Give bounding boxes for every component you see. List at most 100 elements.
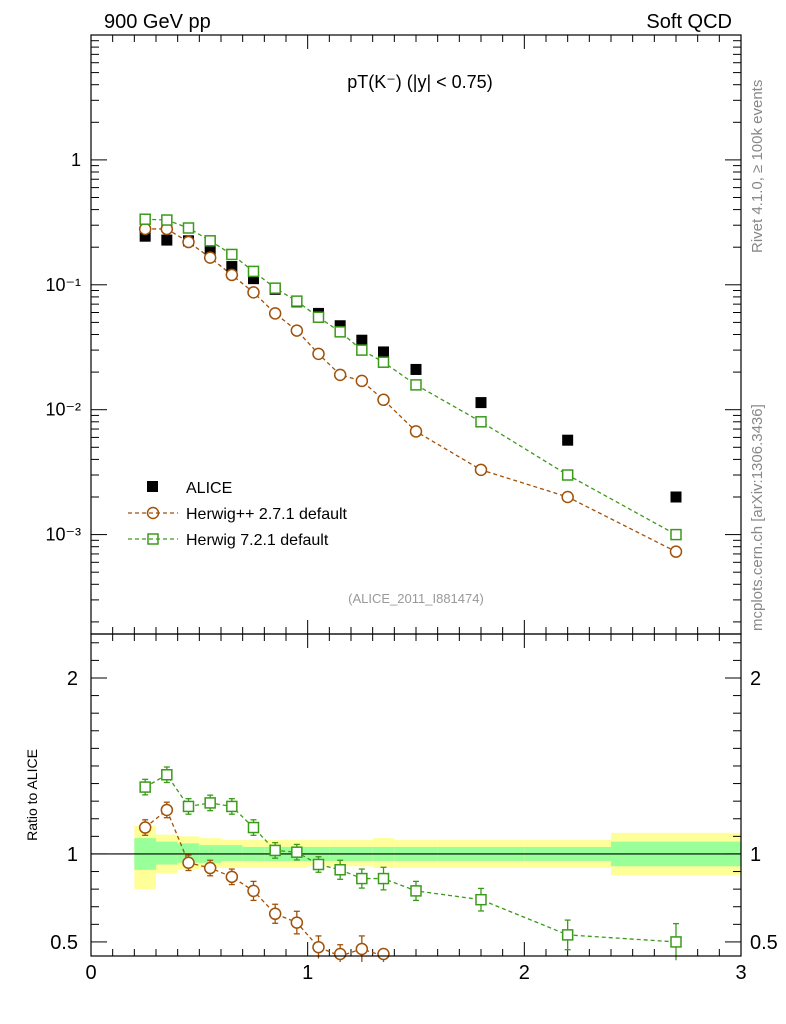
herwigpp-ratio-point <box>182 856 195 869</box>
ratio-axis-ticks: 0.5 0.5 1 1 2 2 0 1 2 3 <box>50 634 778 984</box>
ratio-ylabel: Ratio to ALICE <box>24 749 40 841</box>
band-inner-1 <box>156 841 178 865</box>
xtick-label: 0 <box>85 962 96 984</box>
herwig7-ratio-point <box>410 885 422 897</box>
herwig7-ratio-point <box>139 781 151 793</box>
ratio-series-lines <box>144 773 677 957</box>
herwigpp-ratio-point <box>333 947 347 961</box>
header-left: 900 GeV pp <box>104 11 211 33</box>
header-right: Soft QCD <box>646 11 732 33</box>
herwigpp-ratio-point <box>377 947 390 961</box>
herwigpp-ratio-point <box>290 916 304 929</box>
main-ytick-label: 10⁻² <box>45 400 81 420</box>
alice-point <box>378 346 389 358</box>
ratio-ytick-label-right: 1 <box>750 844 761 866</box>
band-inner-2 <box>177 843 200 863</box>
alice-point <box>356 334 368 346</box>
alice-point <box>475 397 487 409</box>
alice-point <box>670 491 682 503</box>
herwig7-point <box>475 416 487 428</box>
herwig7-point <box>561 469 574 481</box>
herwigpp-ratio-point <box>355 942 369 956</box>
herwig7-ratio-point <box>247 821 260 834</box>
ratio-ytick-label-left: 1 <box>67 844 78 866</box>
xtick-label: 2 <box>519 962 530 984</box>
herwigpp-ratio-point <box>160 803 174 817</box>
herwig7-ratio-point <box>356 872 368 885</box>
herwigpp-point <box>409 425 423 438</box>
alice-point <box>334 320 346 332</box>
main-axis-ticks: 10⁻³ 10⁻² 10⁻¹ 1 <box>45 35 742 634</box>
legend-herwigpp-label: Herwig++ 2.7.1 default <box>186 506 348 523</box>
herwigpp-point <box>333 368 347 382</box>
alice-point <box>139 230 151 242</box>
herwig7-point <box>226 248 238 261</box>
herwig7-point <box>139 213 151 225</box>
alice-point <box>161 234 173 246</box>
legend: ALICE Herwig++ 2.7.1 default Herwig 7.2.… <box>128 480 348 549</box>
herwig7-ratio-point <box>377 872 390 885</box>
herwig7-ratio-point <box>561 929 574 941</box>
xtick-label: 3 <box>735 962 746 984</box>
herwigpp-point <box>377 393 390 407</box>
herwigpp-ratio-point <box>247 884 260 898</box>
main-series-markers <box>138 213 683 558</box>
ratio-ytick-label-left: 0.5 <box>50 932 78 954</box>
herwig7-point <box>161 214 173 226</box>
alice-point <box>562 434 574 446</box>
watermark: (ALICE_2011_I881474) <box>348 591 484 606</box>
herwig7-point <box>291 295 303 307</box>
herwig7-point <box>269 282 281 294</box>
herwigpp-ratio-point <box>312 940 325 954</box>
herwig7-point <box>182 222 195 234</box>
herwig7-point <box>247 265 260 278</box>
herwig7-ratio-point <box>182 800 195 813</box>
ratio-line-series-1 <box>144 808 384 957</box>
herwigpp-point <box>203 251 217 264</box>
herwigpp-ratio-point <box>268 907 282 921</box>
herwigpp-ratio-point <box>225 870 239 884</box>
herwig7-ratio-point <box>269 844 281 857</box>
herwigpp-point <box>312 347 325 361</box>
legend-alice-marker <box>147 481 158 492</box>
herwigpp-point <box>355 374 369 388</box>
herwig7-point <box>377 356 390 368</box>
main-series-lines <box>145 218 677 553</box>
legend-herwigpp-marker <box>146 506 160 520</box>
herwig7-point <box>204 235 216 247</box>
ratio-ytick-label-right: 2 <box>750 668 761 690</box>
herwigpp-point <box>669 545 683 558</box>
herwigpp-point <box>225 268 239 282</box>
herwig7-point <box>312 311 325 323</box>
herwigpp-point <box>138 222 152 236</box>
herwig7-ratio-point <box>475 893 487 906</box>
herwig7-ratio-point <box>334 864 346 876</box>
main-ytick-label: 10⁻³ <box>45 525 81 545</box>
herwigpp-point <box>290 324 304 337</box>
mcplots-label: mcplots.cern.ch [arXiv:1306.3436] <box>749 404 766 631</box>
herwigpp-ratio-point <box>138 821 152 834</box>
ratio-ytick-label-left: 2 <box>67 668 78 690</box>
herwigpp-point <box>561 490 574 504</box>
herwigpp-point <box>182 235 195 249</box>
herwig7-ratio-point <box>204 797 216 809</box>
herwigpp-point <box>247 286 260 299</box>
alice-point <box>410 363 422 375</box>
ratio-line-series-2 <box>144 773 677 943</box>
legend-herwig7-marker <box>147 533 159 545</box>
ratio-frame <box>90 633 742 957</box>
ratio-uncertainty-bands <box>134 825 741 890</box>
alice-point <box>248 273 259 285</box>
ratio-ytick-label-right: 0.5 <box>750 932 778 954</box>
herwigpp-point <box>474 463 488 477</box>
chart-title: pT(K⁻) (|y| < 0.75) <box>347 72 492 92</box>
ratio-series-markers <box>138 766 682 962</box>
alice-point <box>226 261 238 273</box>
main-ytick-label: 10⁻¹ <box>45 275 81 295</box>
herwigpp-point <box>268 307 282 320</box>
herwig7-ratio-point <box>312 858 325 871</box>
herwig7-point <box>334 326 346 338</box>
legend-alice-label: ALICE <box>186 480 232 497</box>
herwig7-ratio-point <box>161 769 173 781</box>
